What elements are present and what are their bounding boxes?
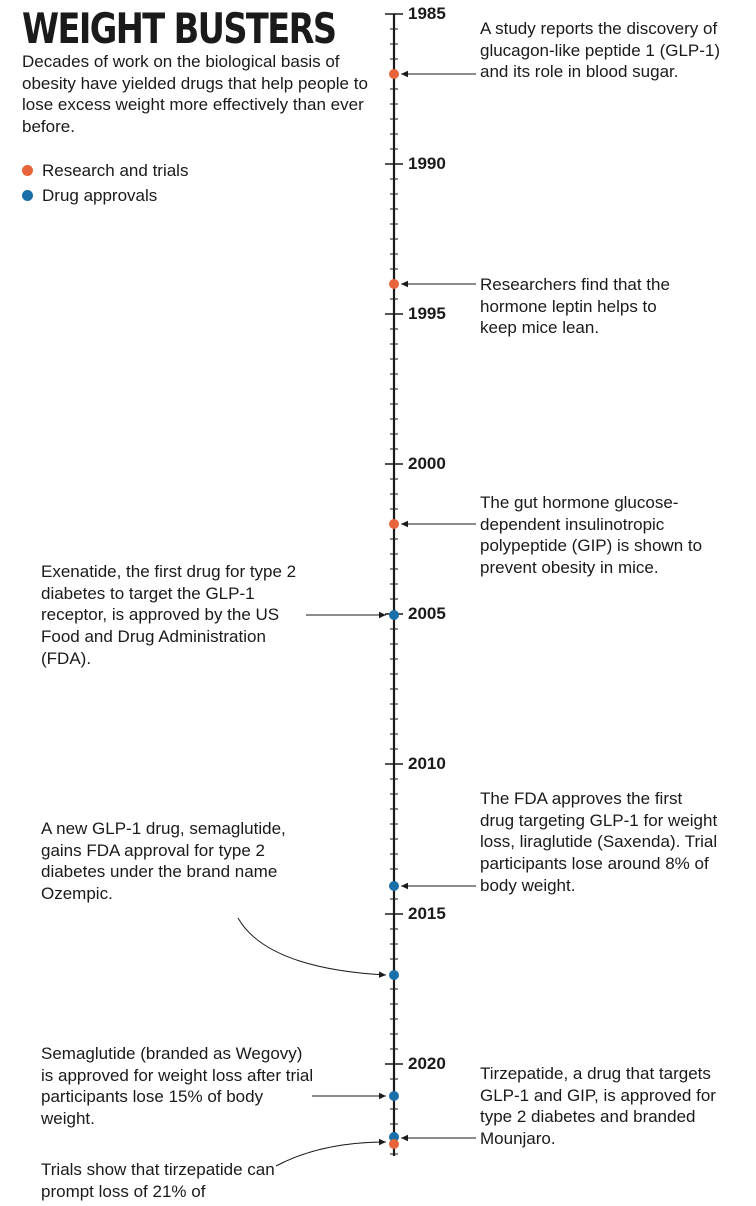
- year-label: 1985: [408, 4, 446, 23]
- research-event-dot: [389, 1139, 399, 1149]
- legend-item-approval: Drug approvals: [22, 183, 188, 208]
- event-note: Trials show that tirzepatide can prompt …: [41, 1160, 275, 1201]
- legend-label: Research and trials: [42, 160, 189, 180]
- event-note: The gut hormone glucose-dependent insuli…: [480, 493, 703, 578]
- arrow-connector: [237, 917, 387, 978]
- event-note: The FDA approves the first drug targetin…: [480, 789, 718, 895]
- approval-event-dot: [389, 1132, 399, 1142]
- approval-event-dot: [389, 881, 399, 891]
- page-title: WEIGHT BUSTERS: [22, 4, 337, 53]
- event-note: Semaglutide (branded as Wegovy) is appro…: [41, 1044, 314, 1129]
- event-note: A study reports the discovery of glucago…: [480, 19, 721, 82]
- year-label: 2010: [408, 754, 446, 773]
- year-label: 2020: [408, 1054, 446, 1073]
- approval-event-dot: [389, 970, 399, 980]
- approval-event-dot: [389, 1091, 399, 1101]
- legend: Research and trials Drug approvals: [22, 158, 188, 208]
- research-event-dot: [389, 519, 399, 529]
- arrow-connector: [275, 1138, 387, 1167]
- approval-dot-icon: [22, 190, 33, 201]
- event-note: Exenatide, the first drug for type 2 dia…: [41, 562, 297, 668]
- year-label: 1995: [408, 304, 446, 323]
- research-event-dot: [389, 69, 399, 79]
- event-note: Researchers find that the hormone leptin…: [480, 275, 670, 338]
- year-label: 2000: [408, 454, 446, 473]
- intro-text: Decades of work on the biological basis …: [22, 52, 368, 136]
- legend-item-research: Research and trials: [22, 158, 188, 183]
- event-note: Tirzepatide, a drug that targets GLP-1 a…: [480, 1064, 716, 1149]
- year-label: 2005: [408, 604, 446, 623]
- research-event-dot: [389, 279, 399, 289]
- event-note: A new GLP-1 drug, semaglutide, gains FDA…: [41, 819, 286, 904]
- legend-label: Drug approvals: [42, 185, 158, 205]
- year-label: 2015: [408, 904, 446, 923]
- year-label: 1990: [408, 154, 446, 173]
- research-dot-icon: [22, 165, 33, 176]
- approval-event-dot: [389, 610, 399, 620]
